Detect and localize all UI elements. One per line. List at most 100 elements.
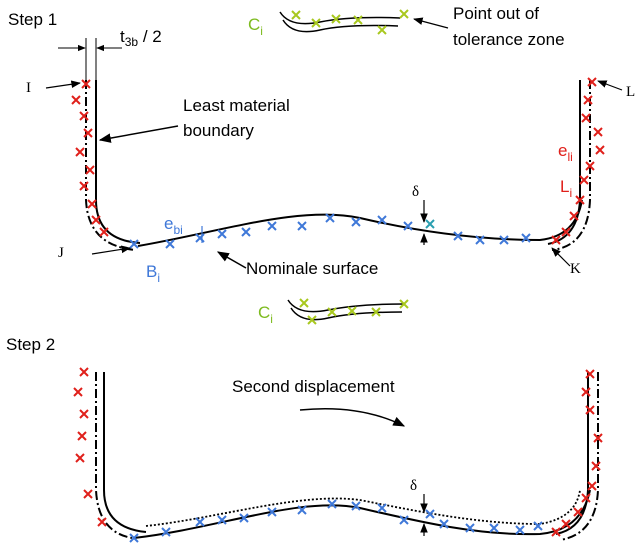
ci-top-markers: [291, 9, 409, 35]
blue-point-marker: [129, 239, 139, 249]
red-point-marker: [581, 387, 591, 397]
nominal-surface-label: Nominale surface: [246, 259, 378, 278]
second-displacement-label: Second displacement: [232, 377, 395, 396]
blue-point-marker: [241, 227, 251, 237]
red-point-marker: [79, 367, 89, 377]
red-point-marker: [79, 111, 89, 121]
blue-point-marker: [267, 221, 277, 231]
red-point-marker: [75, 453, 85, 463]
red-point-marker: [585, 161, 595, 171]
blue-point-marker: [327, 499, 337, 509]
ci-middle-markers: [299, 298, 409, 325]
red-point-marker: [85, 165, 95, 175]
ci-inset-middle-outer: [287, 299, 405, 313]
red-point-marker: [75, 147, 85, 157]
blue-point-marker: [239, 513, 249, 523]
ci-marker: [307, 315, 317, 325]
blue-point-marker: [489, 523, 499, 533]
ci-marker: [377, 25, 387, 35]
red-point-marker: [585, 369, 595, 379]
red-point-marker: [71, 95, 81, 105]
blue-point-marker: [351, 501, 361, 511]
ci-marker: [347, 306, 357, 316]
red-point-marker: [579, 175, 589, 185]
step2-nominal-left-wall: [103, 372, 147, 533]
ci-marker: [371, 307, 381, 317]
least-material-right: [551, 80, 591, 251]
step1-title: Step 1: [8, 10, 57, 29]
blue-point-marker: [195, 233, 205, 243]
ci-inset-middle-inner: [290, 307, 403, 321]
point-out-arrow: [413, 17, 449, 29]
red-point-marker: [585, 405, 595, 415]
red-point-marker: [593, 433, 603, 443]
blue-point-marker: [377, 503, 387, 513]
blue-point-marker: [453, 231, 463, 241]
ci-marker: [399, 299, 409, 309]
point-j-label: J: [58, 245, 64, 261]
ci-inset-top-inner: [282, 19, 399, 33]
blue-point-marker: [521, 233, 531, 243]
point-i-arrow: [45, 80, 81, 89]
ci-marker: [399, 9, 409, 19]
least-material-left: [85, 80, 137, 251]
nominal-surface-arrow: [216, 251, 247, 269]
least-material-label-2: boundary: [183, 121, 254, 140]
second-displacement-arrow: [299, 407, 406, 427]
point-l-label: L: [626, 84, 635, 100]
point-k-label: K: [570, 261, 581, 277]
blue-point-marker: [217, 515, 227, 525]
ci-marker: [327, 307, 337, 317]
blue-point-marker: [297, 221, 307, 231]
red-point-marker: [91, 215, 101, 225]
blue-point-marker: [475, 235, 485, 245]
blue-point-marker: [325, 213, 335, 223]
blue-point-marker: [465, 523, 475, 533]
bi-label: Bi: [146, 262, 160, 285]
blue-point-marker: [399, 515, 409, 525]
red-point-marker: [569, 211, 579, 221]
point-i-label: I: [26, 80, 31, 96]
least-material-label-1: Least material: [183, 96, 290, 115]
eli-label: eli: [558, 141, 573, 164]
red-point-marker: [97, 517, 107, 527]
point-l-arrow: [597, 80, 623, 91]
ci-marker: [311, 18, 321, 28]
point-out-label-1: Point out of: [453, 4, 539, 23]
red-point-marker: [575, 195, 585, 205]
blue-point-marker: [425, 509, 435, 519]
point-k-arrow: [551, 247, 571, 267]
red-point-marker: [551, 235, 561, 245]
ci-label-middle: Ci: [258, 303, 273, 326]
red-point-marker: [593, 127, 603, 137]
nominal-surface-step1: [137, 199, 583, 247]
blue-point-marker: [377, 215, 387, 225]
step2-blue-markers: [129, 499, 543, 543]
blue-point-marker: [129, 533, 139, 543]
blue-point-marker: [195, 517, 205, 527]
blue-point-marker: [439, 519, 449, 529]
red-point-marker: [581, 493, 591, 503]
ebi-label: ebi: [164, 214, 183, 237]
blue-point-marker: [161, 527, 171, 537]
delta-label-step2: δ: [410, 478, 417, 494]
red-point-marker: [79, 409, 89, 419]
red-point-marker: [79, 181, 89, 191]
teal-point-marker: [425, 219, 435, 229]
thickness-label: t3b / 2: [120, 27, 162, 49]
blue-point-marker: [165, 239, 175, 249]
ci-marker: [291, 10, 301, 20]
red-point-marker: [83, 489, 93, 499]
point-j-arrow: [91, 245, 131, 255]
blue-point-marker: [533, 521, 543, 531]
red-point-marker: [573, 507, 583, 517]
red-point-marker: [581, 113, 591, 123]
nominal-left-wall: [95, 80, 141, 244]
step1-red-markers: [71, 77, 605, 245]
ci-inset-top-outer: [279, 11, 401, 25]
red-point-marker: [595, 145, 605, 155]
red-point-marker: [561, 227, 571, 237]
blue-point-marker: [297, 505, 307, 515]
step2-title: Step 2: [6, 335, 55, 354]
